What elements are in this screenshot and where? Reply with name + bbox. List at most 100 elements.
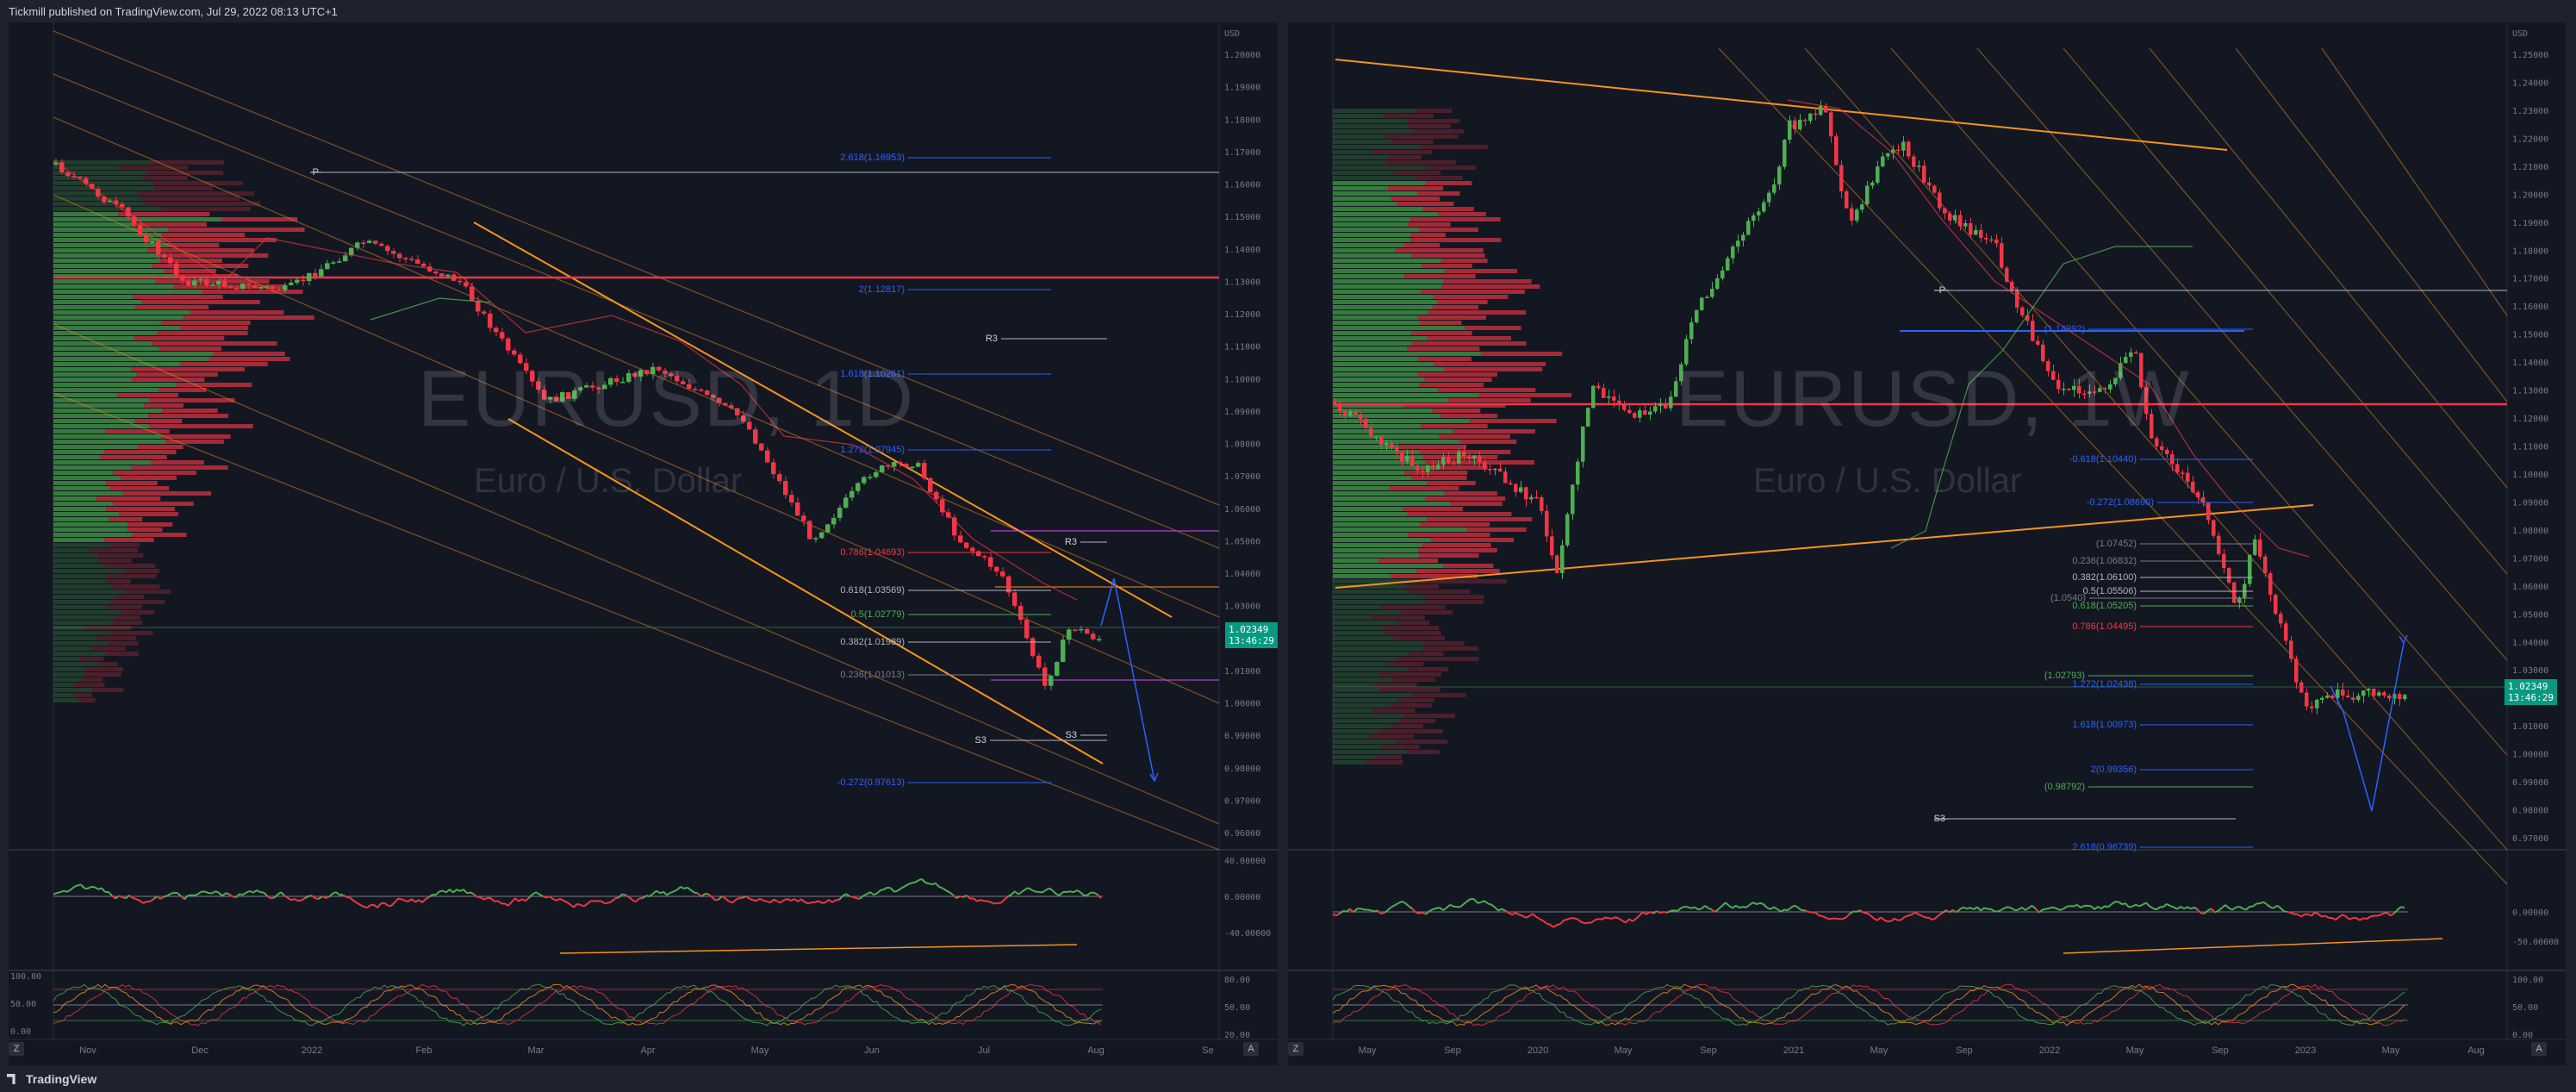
- right-volume-bar-up: [1333, 450, 1420, 454]
- right-volume-bar-down: [1397, 202, 1454, 206]
- left-price-tick: 1.13000: [1224, 278, 1260, 287]
- left-candle-body: [228, 286, 233, 289]
- left-candle-body: [886, 465, 891, 467]
- left-rsi-segment: [408, 898, 413, 902]
- right-chart-pane[interactable]: USD 1.25000 1.24000 1.23000 1.22000 1.21000 1.…: [1288, 22, 2566, 1065]
- right-volume-bar-up: [1333, 124, 1409, 128]
- left-rsi-segment: [842, 893, 847, 897]
- left-rsi-segment: [266, 895, 271, 900]
- right-candle-body: [1555, 555, 1559, 573]
- right-volume-bar-down: [1417, 315, 1487, 320]
- right-volume-bar-up: [1333, 264, 1422, 268]
- right-volume-bar-up: [1333, 548, 1418, 552]
- left-rsi-segment: [101, 887, 106, 893]
- left-rsi-segment: [973, 897, 978, 902]
- left-rsi-segment: [121, 896, 127, 900]
- left-rsi-segment: [545, 895, 551, 899]
- right-price-tick: 1.21000: [2512, 163, 2548, 172]
- left-volume-bar-up: [53, 393, 117, 397]
- right-rsi-segment: [1597, 918, 1602, 920]
- right-rsi-segment: [2324, 914, 2330, 919]
- right-auto-scale-button[interactable]: A: [2531, 1042, 2547, 1056]
- left-volume-bar-up: [53, 243, 169, 247]
- left-stoch-tick: 80.00: [1224, 976, 1250, 985]
- left-candle-body: [506, 338, 511, 351]
- right-candle-body: [1705, 296, 1709, 298]
- right-candle-body: [2263, 556, 2268, 574]
- left-rsi-segment: [239, 893, 244, 896]
- tradingview-logo[interactable]: TradingView: [7, 1072, 96, 1086]
- right-rsi-segment: [1735, 904, 1740, 909]
- right-volume-bar-up: [1333, 652, 1409, 656]
- left-volume-bar-up: [53, 646, 92, 651]
- left-chart-pane[interactable]: USD 1.20000 1.19000 1.18000 1.17000 1.16000 1.…: [9, 22, 1278, 1065]
- right-rsi-segment: [1415, 911, 1420, 914]
- right-volume-bar-up: [1333, 233, 1411, 237]
- left-volume-bar-up: [53, 481, 107, 485]
- left-candle-body: [1018, 605, 1024, 621]
- left-volume-bar-up: [53, 253, 161, 258]
- left-rsi-segment: [390, 902, 395, 907]
- left-rsi-segment: [184, 895, 189, 901]
- right-channel-line: [1976, 47, 2508, 661]
- left-rsi-segment: [125, 894, 130, 900]
- left-rsi-segment: [887, 886, 892, 889]
- right-chart-canvas[interactable]: USD1.250001.240001.230001.220001.210001.…: [1288, 22, 2566, 1065]
- left-rsi-segment: [504, 902, 509, 907]
- left-zoom-toggle-button[interactable]: Z: [9, 1042, 24, 1056]
- right-rsi-segment: [2228, 907, 2233, 911]
- left-chart-canvas[interactable]: USD1.200001.190001.180001.170001.160001.…: [9, 22, 1278, 1065]
- right-volume-bar-down: [1427, 481, 1476, 485]
- right-rsi-segment: [1615, 916, 1620, 920]
- right-volume-bar-up: [1333, 667, 1408, 671]
- right-volume-bar-down: [1378, 729, 1443, 733]
- left-auto-scale-button[interactable]: A: [1243, 1042, 1259, 1056]
- right-rsi-segment: [1945, 909, 1951, 914]
- right-rsi-segment: [1446, 904, 1451, 909]
- left-rsi-segment: [452, 889, 457, 894]
- right-volume-bar-up: [1333, 512, 1408, 516]
- right-volume-bar-up: [1333, 755, 1377, 759]
- left-rsi-segment: [215, 890, 220, 894]
- left-volume-bar-down: [162, 409, 218, 413]
- left-candle-body: [114, 200, 119, 204]
- left-rsi-segment: [225, 892, 230, 895]
- left-rsi-segment: [1017, 891, 1023, 895]
- left-volume-bar-up: [53, 496, 96, 501]
- right-candle-body: [1870, 182, 1875, 186]
- left-rsi-segment: [735, 896, 740, 901]
- right-rsi-segment: [2100, 905, 2106, 910]
- left-rsi-segment: [962, 894, 968, 898]
- right-rsi-tick: -50.00000: [2512, 938, 2559, 947]
- right-volume-bar-up: [1333, 507, 1403, 511]
- right-candle-body: [2377, 692, 2381, 696]
- right-rsi-segment: [1963, 906, 1968, 910]
- left-rsi-segment: [883, 886, 888, 890]
- left-rsi-segment: [132, 896, 137, 901]
- left-volume-bar-down: [96, 496, 161, 501]
- left-volume-bar-down: [208, 357, 290, 361]
- right-candle-body: [2341, 689, 2345, 696]
- right-candle-body: [1689, 322, 1694, 340]
- right-rsi-segment: [1938, 911, 1944, 916]
- right-rsi-segment: [1652, 910, 1658, 914]
- left-rsi-segment: [556, 897, 561, 902]
- right-rsi-tick: 0.00000: [2512, 908, 2548, 918]
- right-volume-bar-down: [1390, 703, 1432, 708]
- right-candle-body: [2150, 414, 2154, 439]
- left-rsi-segment: [659, 890, 664, 895]
- left-candle-body: [735, 408, 740, 415]
- right-zoom-toggle-button[interactable]: Z: [1288, 1042, 1304, 1056]
- right-volume-bar-up: [1333, 631, 1386, 635]
- right-volume-bar-up: [1333, 129, 1414, 134]
- right-price-tag: 1.02349 13:46:29: [2504, 679, 2557, 705]
- right-rsi-segment: [1866, 912, 1871, 916]
- left-candle-body: [801, 515, 806, 521]
- left-trailing-stop-line: [53, 159, 1078, 601]
- left-rsi-segment: [680, 886, 685, 889]
- right-volume-bar-up: [1333, 517, 1427, 521]
- right-candle-body: [2088, 391, 2092, 394]
- left-candle-body: [451, 274, 457, 281]
- right-rsi-segment: [1349, 908, 1354, 914]
- right-rsi-segment: [1618, 917, 1623, 922]
